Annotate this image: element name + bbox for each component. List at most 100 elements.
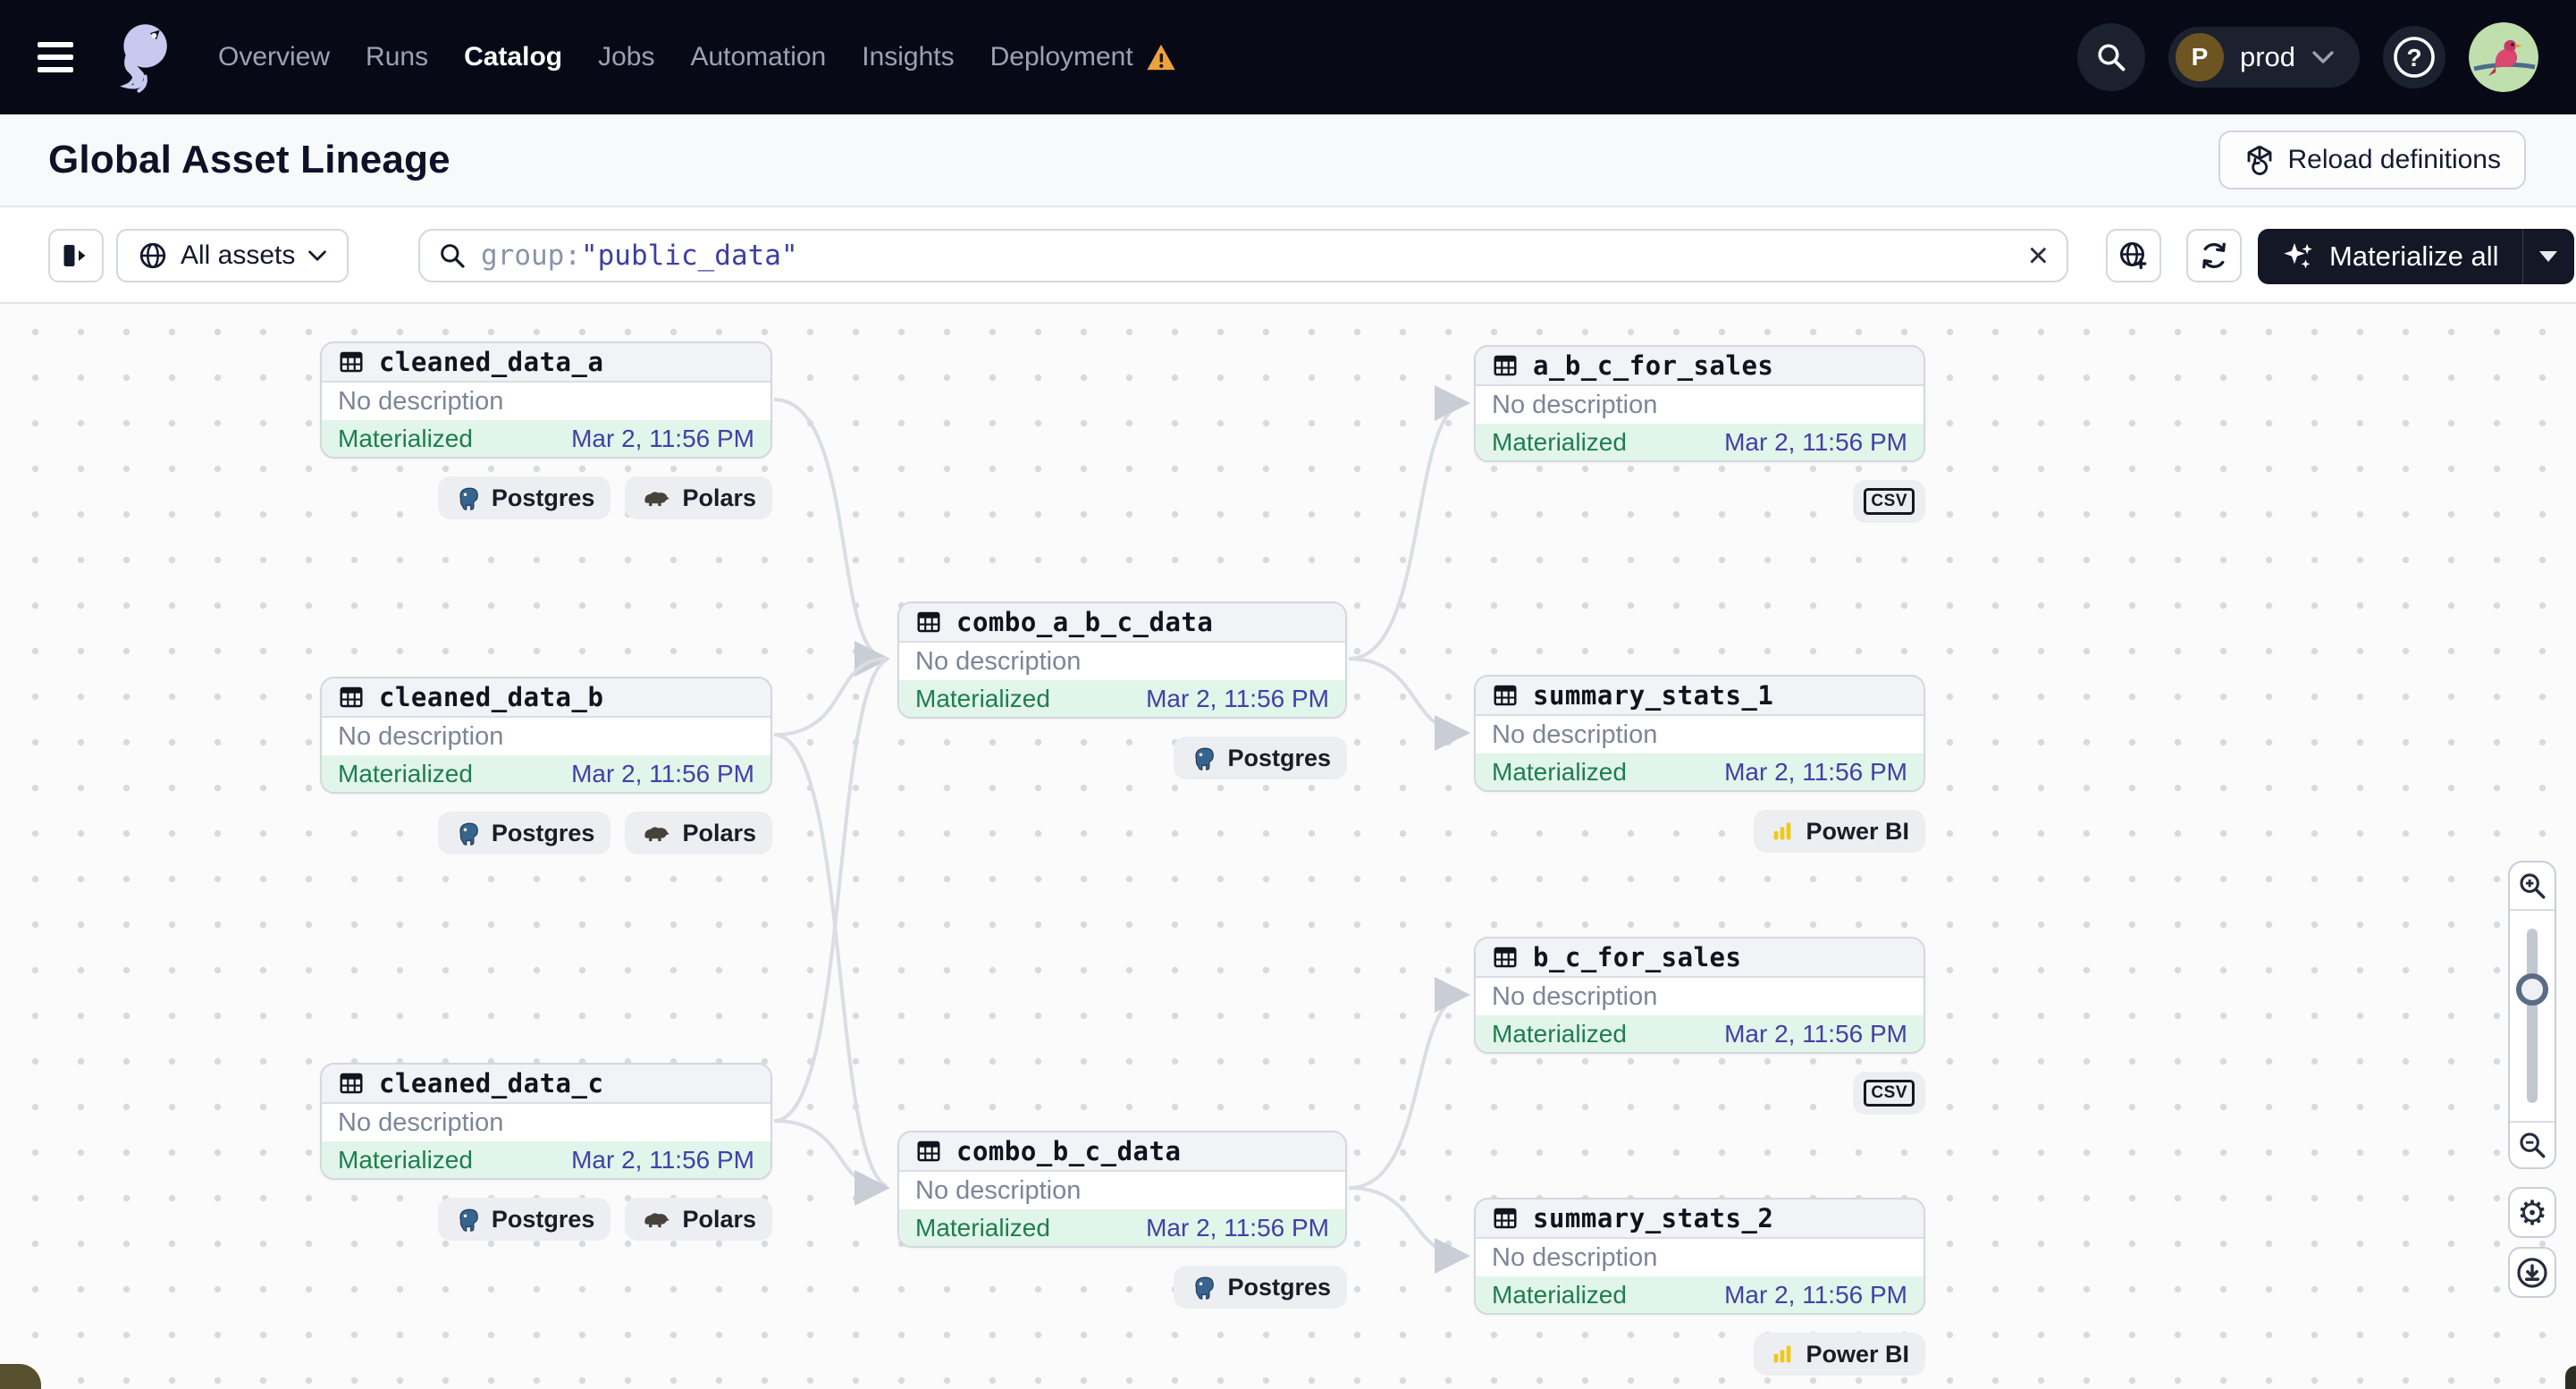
search-icon	[2098, 44, 2126, 72]
zoom-slider[interactable]	[2510, 909, 2555, 1123]
asset-description: No description	[338, 386, 504, 416]
zoom-in-button[interactable]	[2510, 863, 2555, 909]
polars-icon	[644, 492, 670, 507]
globe-icon	[139, 242, 166, 269]
postgres-icon	[459, 822, 478, 846]
materialized-timestamp[interactable]: Mar 2, 11:56 PM	[1724, 757, 1907, 786]
create-catalog-view-button[interactable]	[2106, 229, 2161, 282]
materialized-timestamp[interactable]: Mar 2, 11:56 PM	[1724, 1280, 1907, 1309]
asset-description: No description	[1492, 1242, 1658, 1272]
nav-item-insights[interactable]: Insights	[862, 42, 955, 72]
globe-plus-icon	[2120, 242, 2147, 270]
tag-polars[interactable]: Polars	[625, 812, 772, 854]
materialize-options-caret[interactable]	[2521, 229, 2574, 284]
nav-item-automation[interactable]: Automation	[690, 42, 827, 72]
asset-name: a_b_c_for_sales	[1533, 350, 1774, 381]
user-avatar[interactable]	[2469, 22, 2538, 92]
zoom-slider-thumb[interactable]	[2516, 973, 2548, 1006]
tag-polars[interactable]: Polars	[625, 476, 772, 519]
zoom-out-button[interactable]	[2510, 1123, 2555, 1167]
search-icon	[441, 244, 465, 268]
refresh-button[interactable]	[2186, 229, 2242, 282]
global-search-button[interactable]	[2076, 23, 2145, 91]
nav-item-runs[interactable]: Runs	[366, 42, 429, 72]
asset-name: summary_stats_2	[1533, 1203, 1774, 1233]
asset-node-combo-a-b-c-data[interactable]: combo_a_b_c_data No description Material…	[897, 602, 1350, 779]
polars-icon	[644, 1213, 670, 1228]
tag-postgres[interactable]: Postgres	[437, 1198, 611, 1241]
powerbi-icon	[1774, 1345, 1791, 1363]
svg-text:?: ?	[2406, 44, 2421, 72]
status-badge: Materialized	[338, 1145, 473, 1174]
table-icon	[340, 351, 363, 373]
download-image-button[interactable]	[2508, 1247, 2556, 1298]
nav-item-overview[interactable]: Overview	[218, 42, 331, 72]
deployment-switcher[interactable]: P prod	[2168, 27, 2360, 88]
tag-postgres[interactable]: Postgres	[1174, 737, 1347, 779]
zoom-in-icon	[2520, 873, 2546, 899]
tag-power-bi[interactable]: Power BI	[1754, 810, 1925, 853]
nav-item-catalog[interactable]: Catalog	[464, 42, 563, 72]
asset-description: No description	[338, 721, 504, 751]
top-navbar: Overview Runs Catalog Jobs Automation In…	[0, 0, 2576, 114]
materialized-timestamp[interactable]: Mar 2, 11:56 PM	[1724, 1019, 1907, 1048]
materialized-timestamp[interactable]: Mar 2, 11:56 PM	[571, 424, 754, 452]
gear-icon: ⚙	[2516, 1192, 2548, 1233]
materialized-timestamp[interactable]: Mar 2, 11:56 PM	[571, 1145, 754, 1174]
asset-description: No description	[1492, 720, 1658, 749]
materialize-all-main[interactable]: Materialize all	[2258, 229, 2522, 284]
nav-item-jobs[interactable]: Jobs	[598, 42, 655, 72]
asset-name: cleaned_data_b	[379, 682, 604, 712]
materialized-timestamp[interactable]: Mar 2, 11:56 PM	[1146, 1213, 1329, 1242]
asset-search-input[interactable]: group:"public_data" ×	[418, 229, 2068, 282]
tag-polars[interactable]: Polars	[625, 1198, 772, 1241]
asset-node-a-b-c-for-sales[interactable]: a_b_c_for_sales No description Materiali…	[1474, 345, 1926, 523]
reload-definitions-button[interactable]: Reload definitions	[2218, 130, 2526, 189]
graph-settings-button[interactable]: ⚙	[2508, 1187, 2556, 1238]
asset-name: summary_stats_1	[1533, 680, 1774, 711]
asset-node-b-c-for-sales[interactable]: b_c_for_sales No description Materialize…	[1474, 937, 1926, 1115]
materialize-all-button[interactable]: Materialize all	[2258, 229, 2574, 284]
polars-icon	[644, 827, 670, 842]
asset-node-cleaned-data-c[interactable]: cleaned_data_c No description Materializ…	[320, 1063, 772, 1241]
table-icon	[1494, 1208, 1517, 1229]
csv-icon: CSV	[1864, 488, 1915, 515]
caret-down-icon	[2539, 251, 2558, 262]
lineage-edges	[773, 385, 1470, 1274]
clear-search-icon[interactable]: ×	[2027, 236, 2049, 275]
asset-node-summary-stats-2[interactable]: summary_stats_2 No description Materiali…	[1474, 1198, 1926, 1376]
tag-csv[interactable]: CSV	[1853, 1072, 1925, 1115]
table-icon	[340, 686, 363, 708]
tag-csv[interactable]: CSV	[1853, 480, 1925, 523]
open-side-panel-button[interactable]	[48, 229, 104, 282]
asset-node-summary-stats-1[interactable]: summary_stats_1 No description Materiali…	[1474, 675, 1926, 853]
asset-node-cleaned-data-b[interactable]: cleaned_data_b No description Materializ…	[320, 677, 772, 854]
tag-postgres[interactable]: Postgres	[437, 812, 611, 854]
status-badge: Materialized	[1492, 757, 1627, 786]
tag-postgres[interactable]: Postgres	[437, 476, 611, 519]
materialized-timestamp[interactable]: Mar 2, 11:56 PM	[1724, 427, 1907, 456]
download-icon	[2517, 1257, 2547, 1288]
tag-power-bi[interactable]: Power BI	[1754, 1333, 1925, 1376]
page-header: Global Asset Lineage Reload definitions	[0, 114, 2576, 207]
asset-name: combo_b_c_data	[956, 1136, 1182, 1166]
asset-scope-dropdown[interactable]: All assets	[116, 229, 349, 282]
asset-node-combo-b-c-data[interactable]: combo_b_c_data No description Materializ…	[897, 1131, 1350, 1309]
dagster-logo[interactable]	[104, 16, 181, 98]
postgres-icon	[1195, 1276, 1215, 1300]
csv-icon: CSV	[1864, 1080, 1915, 1107]
sparkles-icon	[2284, 243, 2312, 269]
main-navigation: Overview Runs Catalog Jobs Automation In…	[218, 42, 1176, 72]
panel-expand-icon	[63, 245, 86, 266]
hamburger-menu-icon[interactable]	[38, 42, 73, 72]
status-badge: Materialized	[1492, 1019, 1627, 1048]
asset-node-cleaned-data-a[interactable]: cleaned_data_a No description Materializ…	[320, 341, 772, 519]
asset-name: cleaned_data_c	[379, 1068, 604, 1099]
lineage-canvas[interactable]: cleaned_data_a No description Materializ…	[0, 304, 2576, 1389]
help-button[interactable]: ?	[2383, 26, 2446, 88]
materialized-timestamp[interactable]: Mar 2, 11:56 PM	[1146, 684, 1329, 712]
materialized-timestamp[interactable]: Mar 2, 11:56 PM	[571, 759, 754, 787]
nav-item-deployment[interactable]: Deployment	[990, 42, 1176, 72]
zoom-slider-track[interactable]	[2527, 929, 2538, 1103]
tag-postgres[interactable]: Postgres	[1174, 1266, 1347, 1309]
